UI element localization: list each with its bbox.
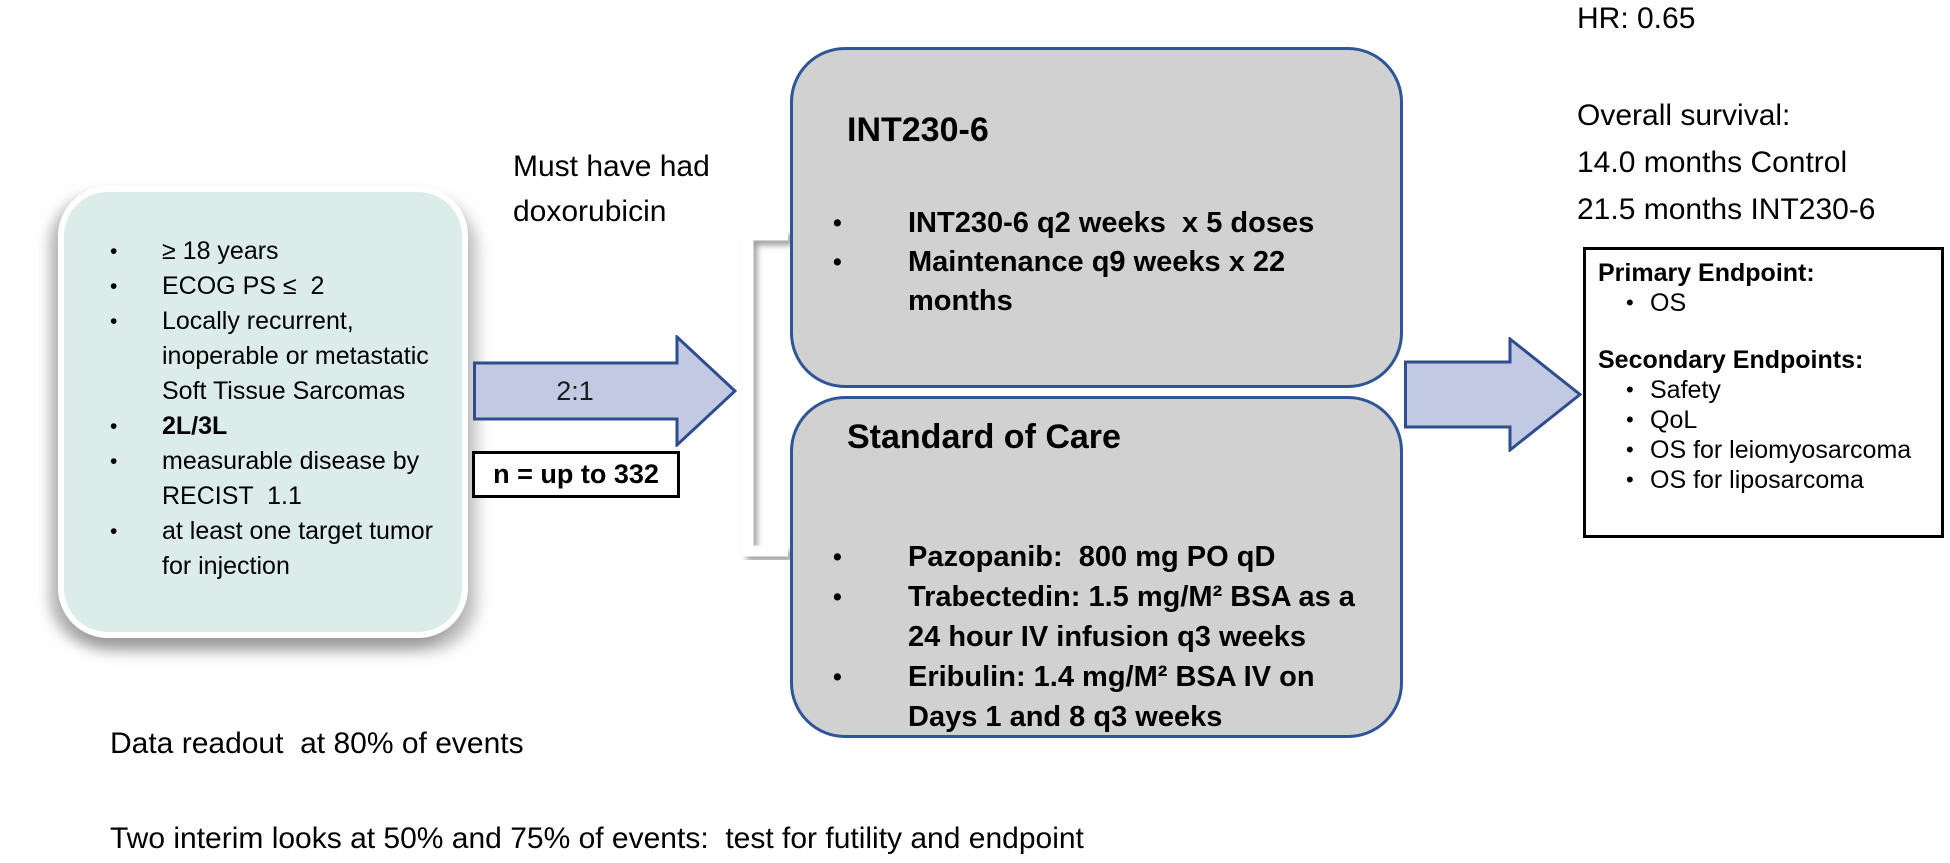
arm-bullet-text: Eribulin: 1.4 mg/M² BSA IV on Days 1 and… (908, 661, 1323, 733)
bullet-icon (110, 444, 162, 514)
os-line: Overall survival: (1577, 99, 1791, 132)
bullet-icon (793, 657, 908, 737)
endpoint-item-text: OS (1650, 289, 1687, 317)
results-arrow-icon (1404, 335, 1584, 454)
arm-bullet-text: Trabectedin: 1.5 mg/M² BSA as a 24 hour … (908, 581, 1363, 653)
arm-box-standard-of-care: Standard of Care Pazopanib: 800 mg PO qD… (790, 396, 1403, 738)
overall-survival-summary: Overall survival: 14.0 months Control 21… (1577, 92, 1950, 233)
bullet-icon (1626, 288, 1650, 318)
arm-bullet-text: INT230-6 q2 weeks x 5 doses (908, 207, 1315, 239)
eligibility-item: ≥ 18 years (110, 234, 446, 269)
bullet-icon (110, 234, 162, 269)
doxorubicin-note: Must have had doxorubicin (513, 150, 719, 228)
eligibility-item-text: at least one target tumor for injection (162, 517, 440, 580)
split-bracket-icon (728, 226, 798, 560)
footnote-data-readout: Data readout at 80% of events (110, 727, 524, 760)
endpoint-item: OS (1598, 288, 1935, 318)
endpoint-item: QoL (1598, 405, 1935, 435)
arm-bullet-text: Maintenance q9 weeks x 22 months (908, 246, 1294, 317)
arm-bullet-row: Pazopanib: 800 mg PO qD (793, 537, 1400, 577)
eligibility-item-text: Locally recurrent, inoperable or metasta… (162, 307, 436, 405)
os-line: 21.5 months INT230-6 (1577, 193, 1876, 226)
eligibility-item: 2L/3L (110, 409, 446, 444)
spacer (1598, 318, 1935, 345)
endpoints-box: Primary Endpoint: OS Secondary Endpoints… (1583, 247, 1944, 538)
bullet-icon (793, 204, 908, 243)
eligibility-item: measurable disease by RECIST 1.1 (110, 444, 446, 514)
eligibility-item-text: ≥ 18 years (162, 237, 279, 265)
secondary-endpoints-heading: Secondary Endpoints: (1598, 346, 1864, 374)
primary-endpoint-heading: Primary Endpoint: (1598, 259, 1815, 287)
bullet-icon (1626, 435, 1650, 465)
endpoint-item-text: Safety (1650, 376, 1721, 404)
endpoint-item-text: OS for leiomyosarcoma (1650, 436, 1912, 464)
eligibility-item-text: ECOG PS ≤ 2 (162, 272, 325, 300)
arm-title: Standard of Care (847, 418, 1121, 456)
endpoint-item: OS for liposarcoma (1598, 465, 1935, 495)
bullet-icon (793, 537, 908, 577)
arm-box-int230-6: INT230-6 INT230-6 q2 weeks x 5 doses Mai… (790, 47, 1403, 388)
eligibility-item: ECOG PS ≤ 2 (110, 269, 446, 304)
bullet-icon (793, 243, 908, 321)
endpoint-item: OS for leiomyosarcoma (1598, 435, 1935, 465)
arm-bullet-row: Eribulin: 1.4 mg/M² BSA IV on Days 1 and… (793, 657, 1400, 737)
eligibility-item: Locally recurrent, inoperable or metasta… (110, 304, 446, 409)
bullet-icon (110, 409, 162, 444)
bullet-icon (110, 304, 162, 409)
endpoint-item: Safety (1598, 375, 1935, 405)
bullet-icon (1626, 405, 1650, 435)
os-line: 14.0 months Control (1577, 146, 1848, 179)
bullet-icon (110, 269, 162, 304)
eligibility-item-text: 2L/3L (162, 412, 228, 440)
eligibility-item: at least one target tumor for injection (110, 514, 446, 584)
bullet-icon (110, 514, 162, 584)
arm-bullet-row: INT230-6 q2 weeks x 5 doses (793, 204, 1400, 243)
endpoint-item-text: OS for liposarcoma (1650, 466, 1864, 494)
arm-bullet-row: Maintenance q9 weeks x 22 months (793, 243, 1400, 321)
footnote-interim-looks: Two interim looks at 50% and 75% of even… (110, 822, 1084, 855)
eligibility-criteria-box: ≥ 18 years ECOG PS ≤ 2 Locally recurrent… (58, 186, 468, 638)
bullet-icon (1626, 375, 1650, 405)
sample-size-box: n = up to 332 (472, 451, 680, 498)
eligibility-item-text: measurable disease by RECIST 1.1 (162, 447, 427, 510)
randomization-ratio-label: 2:1 (556, 375, 594, 406)
arm-bullet-row: Trabectedin: 1.5 mg/M² BSA as a 24 hour … (793, 577, 1400, 657)
randomization-arrow-icon: 2:1 (473, 333, 738, 449)
bullet-icon (793, 577, 908, 657)
bullet-icon (1626, 465, 1650, 495)
arm-title: INT230-6 (847, 111, 989, 149)
hazard-ratio-label: HR: 0.65 (1577, 2, 1696, 35)
arm-bullet-text: Pazopanib: 800 mg PO qD (908, 541, 1276, 573)
endpoint-item-text: QoL (1650, 406, 1698, 434)
